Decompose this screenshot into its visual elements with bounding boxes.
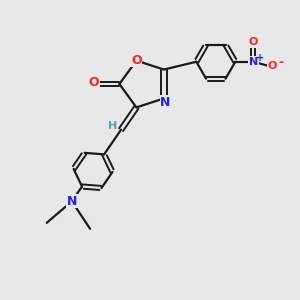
Text: -: - [279, 56, 284, 69]
Text: O: O [249, 37, 258, 47]
Text: H: H [108, 121, 117, 131]
Text: N: N [160, 96, 171, 109]
Text: N: N [67, 195, 77, 208]
Text: N: N [249, 57, 258, 67]
Text: O: O [88, 76, 99, 89]
Text: O: O [131, 53, 142, 67]
Text: +: + [256, 53, 264, 63]
Text: O: O [268, 61, 277, 71]
